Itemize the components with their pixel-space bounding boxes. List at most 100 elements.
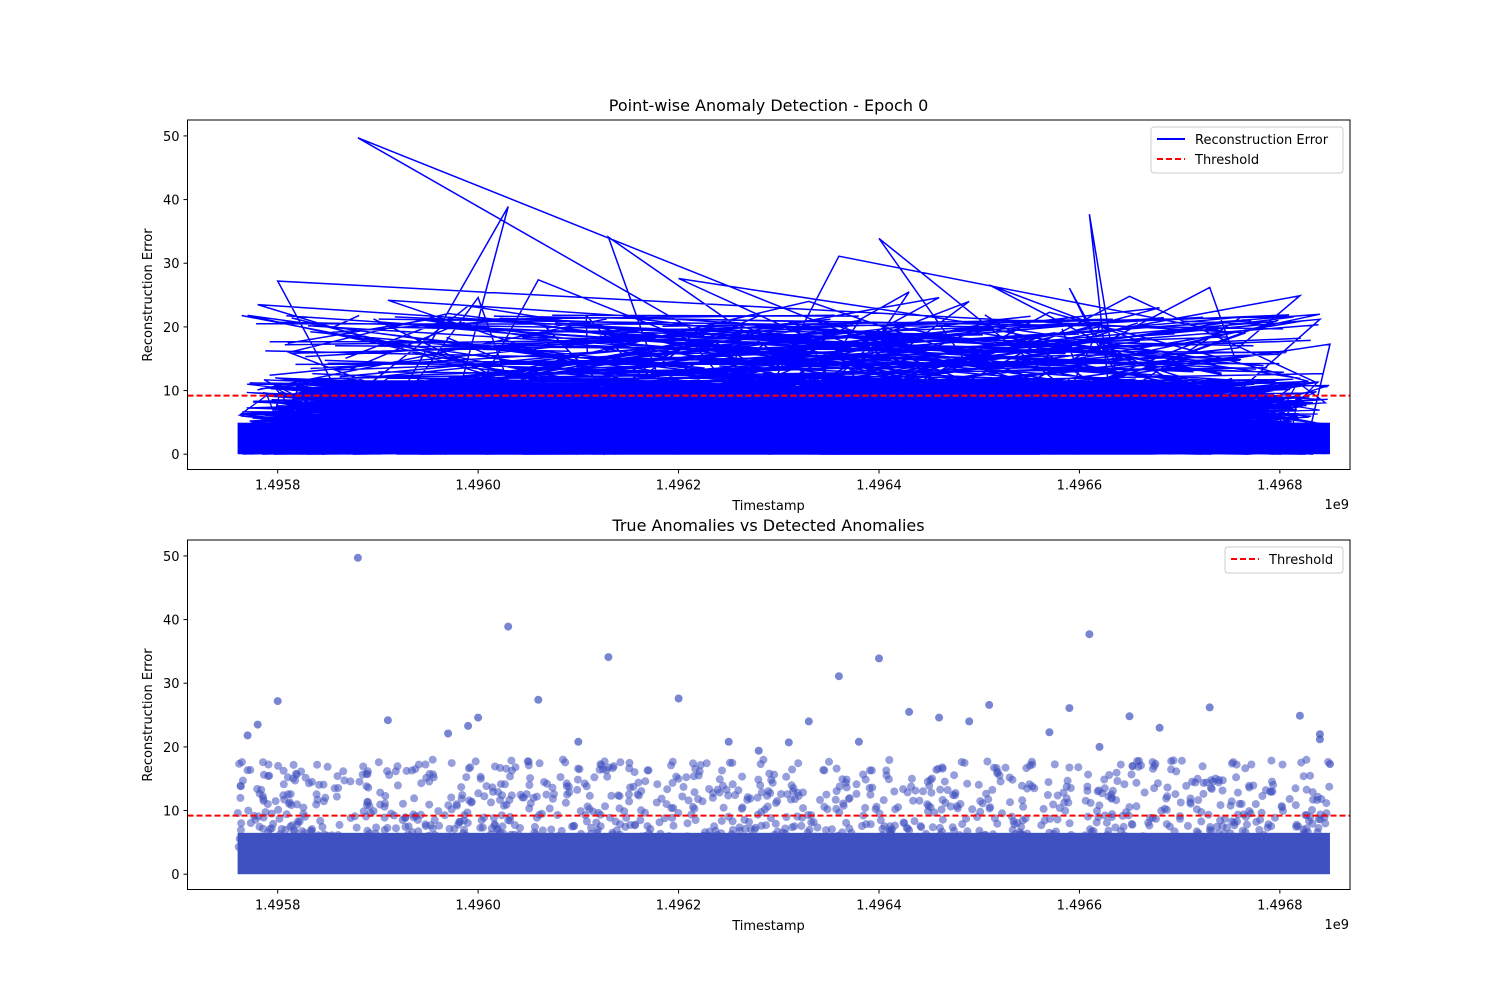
scatter-point bbox=[711, 826, 720, 835]
scatter-point bbox=[414, 827, 423, 836]
scatter-point bbox=[246, 819, 255, 827]
y-tick-label: 20 bbox=[163, 321, 180, 336]
scatter-point bbox=[462, 773, 471, 782]
scatter-point bbox=[1027, 757, 1036, 766]
y-tick-label: 10 bbox=[163, 385, 180, 400]
scatter-point bbox=[497, 811, 506, 820]
scatter-point bbox=[523, 757, 532, 766]
scatter-point-peak bbox=[1045, 728, 1054, 737]
scatter-point bbox=[530, 822, 539, 831]
scatter-point bbox=[1018, 796, 1027, 805]
scatter-point bbox=[1030, 836, 1039, 845]
x-tick-label: 1.4968 bbox=[1257, 479, 1303, 494]
scatter-point bbox=[924, 801, 933, 810]
scatter-point bbox=[929, 838, 938, 847]
scatter-point bbox=[1238, 826, 1247, 835]
scatter-point bbox=[289, 760, 298, 769]
scatter-point bbox=[767, 776, 776, 784]
scatter-point bbox=[1007, 842, 1016, 851]
scatter-point-peak bbox=[905, 707, 914, 716]
scatter-point bbox=[788, 842, 797, 851]
scatter-point bbox=[411, 765, 420, 774]
scatter-point bbox=[237, 819, 246, 828]
scatter-point bbox=[1167, 765, 1176, 774]
scatter-point bbox=[754, 775, 763, 784]
scatter-point bbox=[1044, 778, 1053, 787]
scatter-point bbox=[909, 796, 918, 805]
scatter-point-peak bbox=[1326, 760, 1334, 769]
scatter-point bbox=[306, 826, 315, 835]
scatter-point bbox=[496, 780, 505, 789]
scatter-point bbox=[1194, 829, 1203, 838]
scatter-point bbox=[1160, 804, 1169, 813]
scatter-point bbox=[261, 808, 270, 817]
scatter-point bbox=[1285, 795, 1294, 803]
scatter-point bbox=[1193, 774, 1202, 783]
scatter-point bbox=[1306, 771, 1315, 780]
scatter-point bbox=[490, 821, 499, 830]
scatter-point bbox=[1325, 782, 1334, 791]
scatter-point bbox=[1132, 778, 1141, 787]
scatter-point bbox=[1127, 844, 1136, 853]
scatter-point bbox=[1171, 790, 1180, 799]
scatter-point bbox=[669, 804, 678, 812]
scatter-point bbox=[259, 794, 268, 803]
scatter-point bbox=[985, 804, 994, 813]
scatter-point bbox=[690, 835, 699, 844]
scatter-point bbox=[587, 829, 596, 838]
scatter-point bbox=[839, 799, 848, 808]
scatter-point bbox=[759, 755, 768, 764]
scatter-point bbox=[1148, 764, 1157, 773]
scatter-point-peak bbox=[383, 716, 392, 725]
scatter-point bbox=[525, 781, 534, 789]
scatter-point bbox=[798, 835, 807, 844]
scatter-point bbox=[1170, 827, 1179, 836]
scatter-point bbox=[735, 835, 744, 844]
scatter-chart-panel: True Anomalies vs Detected Anomalies 1.4… bbox=[141, 516, 1351, 934]
scatter-point bbox=[313, 760, 322, 769]
scatter-point bbox=[1232, 773, 1241, 782]
scatter-point bbox=[1277, 802, 1286, 811]
scatter-point bbox=[514, 831, 523, 840]
scatter-point bbox=[1112, 768, 1121, 777]
scatter-point bbox=[952, 844, 961, 853]
scatter-point bbox=[328, 831, 336, 840]
scatter-point bbox=[860, 840, 869, 849]
scatter-point bbox=[937, 805, 946, 814]
scatter-point-peak bbox=[444, 729, 453, 738]
scatter-point bbox=[393, 832, 402, 841]
scatter-point bbox=[1242, 812, 1250, 821]
scatter-point bbox=[493, 841, 502, 849]
scatter-point bbox=[694, 795, 703, 803]
scatter-point bbox=[633, 790, 642, 799]
scatter-point bbox=[511, 763, 520, 772]
scatter-point bbox=[478, 823, 487, 832]
scatter-point bbox=[859, 770, 868, 779]
x-axis-label: Timestamp bbox=[731, 499, 805, 514]
scatter-point bbox=[832, 764, 841, 773]
scatter-point bbox=[781, 837, 790, 846]
scatter-point bbox=[1122, 808, 1130, 817]
scatter-point bbox=[425, 777, 434, 786]
x-tick-label: 1.4958 bbox=[255, 899, 301, 914]
scatter-point bbox=[1258, 792, 1267, 800]
scatter-point bbox=[560, 844, 569, 853]
scatter-point bbox=[421, 822, 430, 831]
scatter-point bbox=[1197, 817, 1206, 826]
scatter-point bbox=[552, 840, 560, 849]
scatter-point bbox=[615, 792, 624, 801]
scatter-point bbox=[915, 796, 924, 805]
scatter-point bbox=[313, 795, 322, 804]
scatter-point bbox=[1062, 844, 1071, 853]
scatter-point bbox=[804, 811, 813, 819]
scatter-point bbox=[404, 830, 413, 839]
scatter-point-peak bbox=[604, 653, 613, 662]
scatter-point bbox=[283, 773, 292, 782]
y-axis-label: Reconstruction Error bbox=[141, 648, 156, 782]
scatter-point bbox=[447, 759, 456, 768]
scatter-point bbox=[724, 791, 733, 800]
y-tick-label: 40 bbox=[163, 614, 180, 629]
scatter-point bbox=[625, 764, 634, 773]
scatter-point bbox=[507, 791, 516, 800]
scatter-point bbox=[684, 796, 693, 805]
